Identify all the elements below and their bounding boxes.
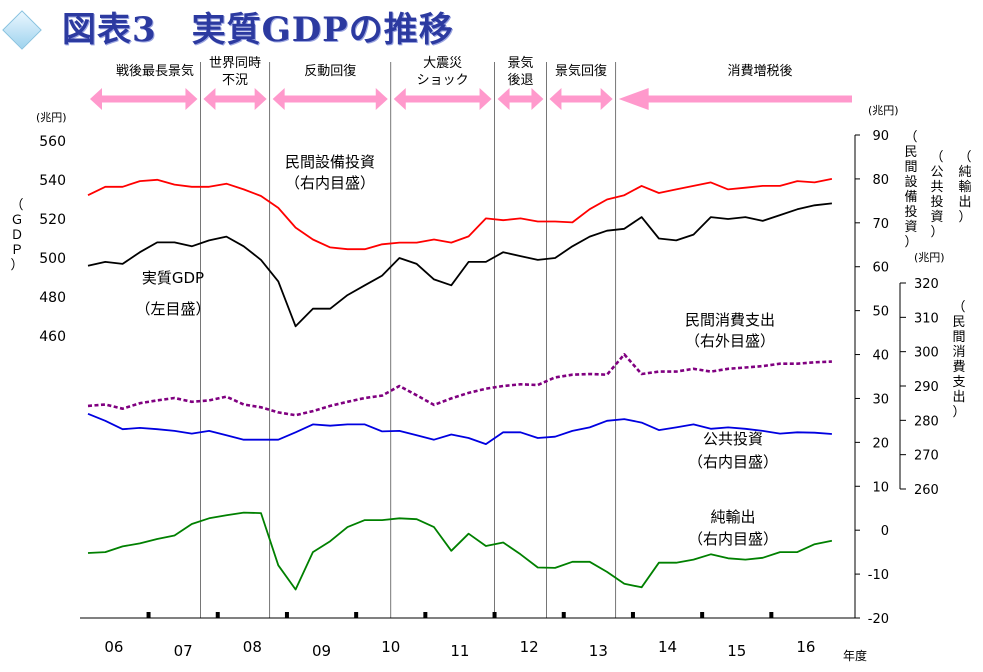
left-tick-label: 500 [39,251,66,267]
axes: 460 480 500 520 540 560 (兆円) -20 -10 0 10 20 30 40 50 6… [36,104,945,663]
x-tick-mark [146,612,151,618]
right-inner-tick-label: 90 [872,129,889,144]
right-outer-tick-label: 270 [914,449,939,464]
series-line-public [87,412,832,446]
chart-title: 図表3 実質GDPの推移 [62,10,454,50]
x-tick-mark [284,612,289,618]
x-tick-mark [215,612,220,618]
period-label: 景気 [507,55,533,71]
right-inner-tick-label: -20 [868,612,889,627]
right-inner-tick-label: 0 [881,524,889,539]
series-label-public: 公共投資 [703,430,763,448]
right-inner-unit-label: (兆円) [868,104,899,117]
right-outer-tick-label: 300 [914,346,939,361]
period-arrow-6 [618,88,852,110]
x-tick-label: 07 [174,642,193,660]
left-axis-title: （Ｇ Ｄ Ｐ） [10,198,24,273]
right-axis-title-consumption: （民間消費支出） [952,300,966,420]
series-label-netexp: 純輸出 [710,508,755,526]
right-inner-tick-label: 40 [872,349,889,364]
right-inner-tick-label: 30 [872,392,889,407]
x-tick-mark [700,612,705,618]
series-line-equip [87,178,833,251]
x-tick-mark [492,612,497,618]
right-outer-tick-label: 310 [914,311,939,326]
right-outer-tick-label: 280 [914,414,939,429]
left-tick-label: 540 [39,173,66,189]
period-arrow-5 [549,88,613,110]
x-tick-label: 12 [520,638,539,656]
series-label-gdp: 実質GDP [142,269,204,287]
x-tick-label: 14 [658,638,677,656]
period-label: 不況 [222,73,248,88]
x-tick-label: 06 [104,638,123,656]
period-arrow-0 [90,88,198,110]
series-label-netexp: （右内目盛） [688,530,778,548]
x-tick-label: 08 [243,638,262,656]
period-label: 戦後最長景気 [116,63,194,79]
right-axis-title-public: （公共投資） [930,150,944,240]
x-tick-label: 16 [796,638,815,656]
period-label: 世界同時 [209,56,261,71]
period-label: 消費増税後 [727,64,792,79]
series-label-public: （右内目盛） [688,453,778,471]
x-tick-mark [769,612,774,618]
x-tick-mark [354,612,359,618]
x-tick-label: 15 [727,642,746,660]
left-tick-label: 560 [39,134,66,150]
period-label: 景気回復 [555,63,607,79]
period-dividers [200,62,617,618]
series-label-consumption: （右外目盛） [685,332,775,350]
right-inner-tick-label: 60 [872,261,889,276]
right-outer-tick-label: 320 [914,277,939,292]
period-arrow-2 [272,88,388,110]
right-inner-tick-label: 20 [872,436,889,451]
right-inner-tick-label: 50 [872,305,889,320]
series-label-gdp: （左目盛） [135,300,210,318]
right-outer-tick-label: 290 [914,380,939,395]
x-tick-mark [561,612,566,618]
left-tick-label: 460 [39,329,66,345]
x-axis-suffix: 年度 [843,648,867,663]
left-unit-label: (兆円) [36,111,67,124]
left-tick-label: 520 [39,212,66,228]
period-label: 反動回復 [304,63,356,79]
series-line-netexp [87,511,833,591]
left-tick-label: 480 [39,290,66,306]
right-outer-tick-label: 260 [914,483,939,498]
period-label: ショック [417,73,469,88]
right-inner-tick-label: 80 [872,173,889,188]
right-inner-tick-label: -10 [868,568,889,583]
x-tick-mark [630,612,635,618]
x-tick-mark [423,612,428,618]
x-tick-label: 09 [312,642,331,660]
right-inner-tick-label: 10 [872,480,889,495]
series-label-consumption: 民間消費支出 [685,311,775,329]
right-axis-title-equip: （民間設備投資） [904,130,918,250]
period-label: 後退 [507,73,533,88]
right-outer-unit-label: (兆円) [914,251,945,264]
period-arrow-4 [497,88,544,110]
right-axis-title-netexp: （純輸出） [958,150,972,225]
series-label-equip: 民間設備投資 [285,153,375,171]
period-arrow-3 [393,88,492,110]
period-label: 大震災 [423,56,462,71]
period-arrow-1 [203,88,267,110]
x-tick-label: 11 [450,642,469,660]
right-inner-tick-label: 70 [872,217,889,232]
x-tick-label: 13 [589,642,608,660]
series-label-equip: （右内目盛） [285,174,375,192]
series-line-consumption [87,353,832,417]
series-lines [87,178,833,591]
series-line-gdp [87,202,832,328]
series-labels: 民間設備投資 （右内目盛） 実質GDP （左目盛） 民間消費支出 （右外目盛） 公共投資 （右… [135,153,778,548]
x-tick-label: 10 [381,638,400,656]
